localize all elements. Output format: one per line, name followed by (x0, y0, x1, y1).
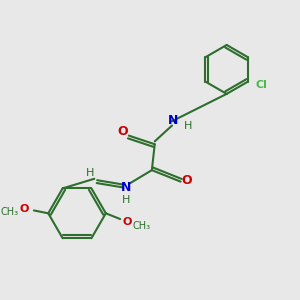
Text: N: N (121, 181, 131, 194)
Text: N: N (168, 114, 178, 127)
Text: H: H (86, 168, 94, 178)
Text: CH₃: CH₃ (0, 207, 19, 217)
Text: Cl: Cl (255, 80, 267, 89)
Text: H: H (184, 121, 192, 130)
Text: CH₃: CH₃ (133, 221, 151, 231)
Text: O: O (123, 217, 132, 227)
Text: O: O (181, 174, 192, 187)
Text: H: H (122, 195, 130, 206)
Text: O: O (118, 125, 128, 138)
Text: O: O (19, 204, 28, 214)
